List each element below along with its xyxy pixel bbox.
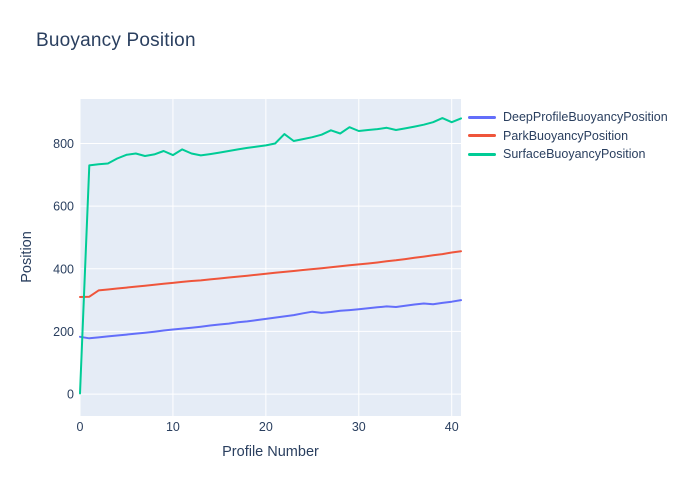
x-tick-label: 30 — [352, 420, 366, 434]
legend-item-label: ParkBuoyancyPosition — [503, 128, 629, 143]
legend: DeepProfileBuoyancyPosition ParkBuoyancyP… — [468, 108, 668, 164]
legend-item-label: SurfaceBuoyancyPosition — [503, 147, 646, 162]
x-tick-label: 10 — [166, 420, 180, 434]
y-tick-label: 600 — [53, 200, 74, 214]
legend-swatch-line — [468, 115, 496, 119]
chart-title: Buoyancy Position — [36, 30, 196, 51]
y-tick-label: 400 — [53, 262, 74, 276]
plot-area-background — [80, 99, 461, 416]
y-axis-title: Position — [19, 231, 35, 283]
x-tick-label: 20 — [259, 420, 273, 434]
legend-item-ParkBuoyancyPosition[interactable]: ParkBuoyancyPosition — [468, 127, 668, 146]
y-tick-label: 800 — [53, 137, 74, 151]
y-tick-label: 200 — [53, 325, 74, 339]
series-line-SurfaceBuoyancyPosition — [79, 117, 462, 395]
x-tick-label: 0 — [77, 420, 84, 434]
legend-item-DeepProfileBuoyancyPosition[interactable]: DeepProfileBuoyancyPosition — [468, 108, 668, 127]
x-tick-label: 40 — [445, 420, 459, 434]
legend-item-SurfaceBuoyancyPosition[interactable]: SurfaceBuoyancyPosition — [468, 145, 668, 164]
series-line-DeepProfileBuoyancyPosition — [79, 299, 462, 340]
x-axis-title: Profile Number — [222, 444, 319, 460]
legend-swatch-line — [468, 134, 496, 138]
legend-swatch-line — [468, 152, 496, 156]
series-line-ParkBuoyancyPosition — [79, 250, 462, 298]
legend-item-label: DeepProfileBuoyancyPosition — [503, 110, 668, 125]
y-tick-label: 0 — [67, 388, 74, 402]
